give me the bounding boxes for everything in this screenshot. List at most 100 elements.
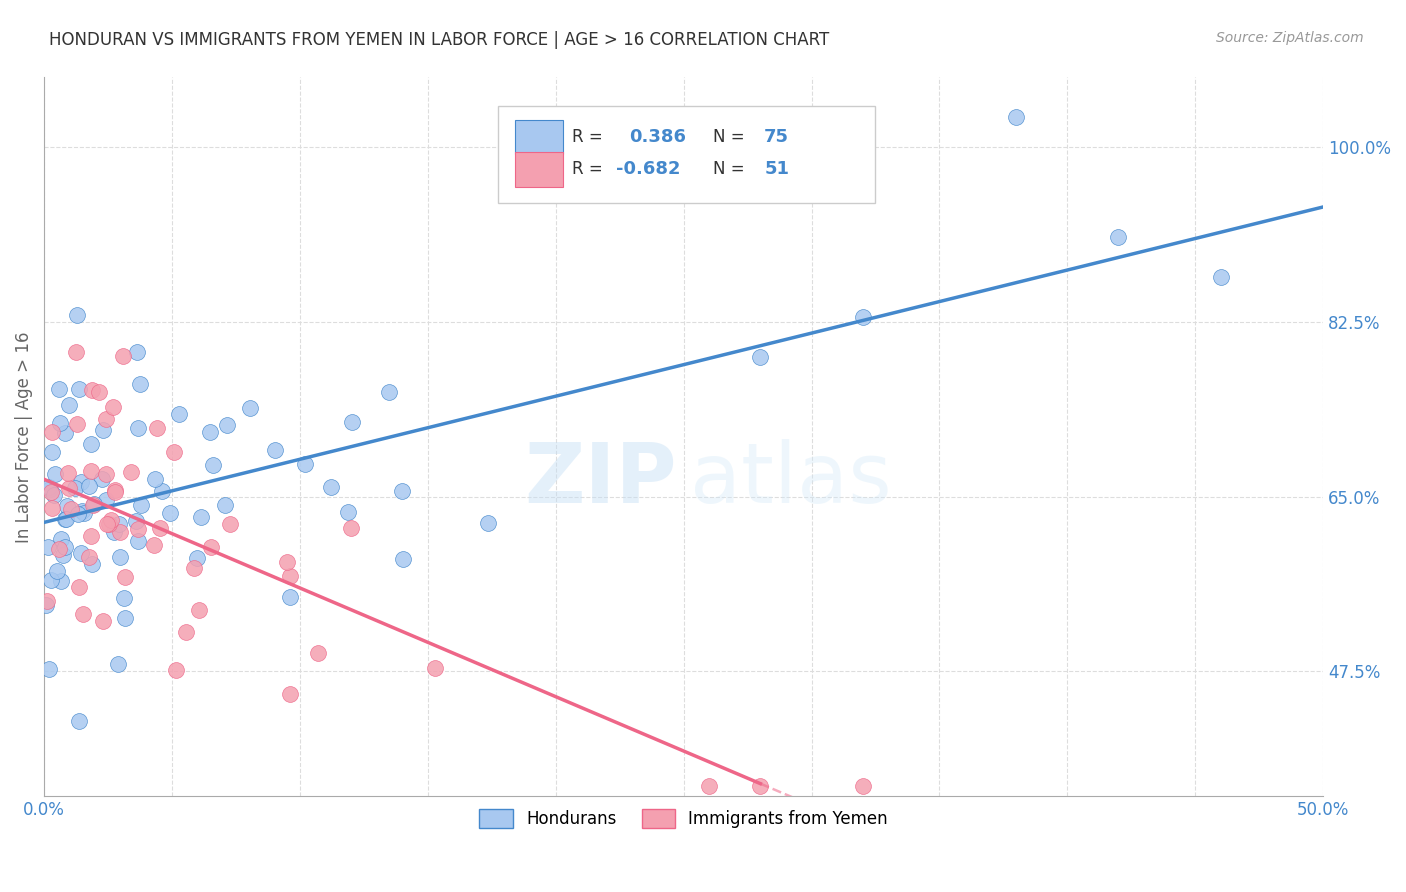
Point (294, 457, 316, 471)
Point (77, 550, 100, 565)
Point (48, 416, 70, 430)
Point (278, 568, 301, 582)
Point (39, 482, 62, 496)
Point (39, 573, 62, 587)
Point (391, 483, 413, 498)
Point (53, 512, 76, 526)
Point (163, 445, 186, 459)
Point (82, 498, 104, 512)
Point (183, 561, 205, 575)
Point (48, 383, 70, 397)
Point (101, 400, 124, 414)
Point (142, 537, 165, 551)
Point (38, 662, 60, 676)
Point (96, 517, 118, 532)
Point (35, 598, 58, 612)
Point (143, 472, 166, 486)
Point (72, 503, 94, 517)
Point (215, 417, 238, 432)
Point (87, 384, 110, 399)
Point (159, 506, 181, 520)
Text: 0.386: 0.386 (628, 128, 686, 146)
Point (67, 382, 90, 396)
Point (321, 480, 343, 494)
Point (48, 541, 70, 556)
Point (83, 497, 105, 511)
Point (340, 520, 363, 534)
Point (198, 425, 221, 439)
Point (80, 383, 103, 397)
Point (167, 407, 190, 421)
Point (239, 401, 262, 416)
Point (77, 479, 100, 493)
Point (127, 421, 149, 435)
Point (63, 482, 86, 496)
Text: 51: 51 (765, 161, 789, 178)
FancyBboxPatch shape (515, 120, 564, 154)
Point (128, 377, 150, 392)
Point (278, 590, 301, 604)
Point (53, 426, 76, 441)
Point (125, 514, 148, 528)
Point (378, 385, 401, 400)
Point (477, 516, 499, 531)
Point (82, 557, 104, 571)
Point (73, 506, 96, 520)
Point (697, 779, 720, 793)
Point (110, 549, 132, 564)
Text: 75: 75 (765, 128, 789, 146)
Text: ZIP: ZIP (524, 440, 678, 520)
Point (39, 485, 62, 500)
Point (112, 349, 135, 363)
Point (80, 529, 103, 543)
Point (97, 517, 120, 532)
Point (276, 555, 298, 569)
Point (129, 498, 152, 512)
Text: R =: R = (572, 128, 613, 146)
Point (186, 551, 208, 566)
Text: -0.682: -0.682 (616, 161, 681, 178)
Point (104, 484, 127, 499)
Point (80, 437, 103, 451)
Text: atlas: atlas (690, 440, 891, 520)
Point (67, 580, 90, 594)
Point (165, 663, 187, 677)
Point (51, 574, 73, 588)
Text: HONDURAN VS IMMIGRANTS FROM YEMEN IN LABOR FORCE | AGE > 16 CORRELATION CHART: HONDURAN VS IMMIGRANTS FROM YEMEN IN LAB… (49, 31, 830, 49)
Point (65, 308, 87, 322)
Point (278, 687, 301, 701)
Point (70, 546, 93, 560)
Point (100, 513, 122, 527)
Point (53, 540, 76, 554)
Text: R =: R = (572, 161, 609, 178)
Point (58, 398, 80, 412)
Point (55, 512, 77, 526)
Point (108, 524, 131, 539)
Point (46, 564, 69, 578)
Point (70, 475, 93, 490)
Point (188, 603, 211, 617)
Point (114, 610, 136, 624)
Point (107, 657, 129, 672)
Text: N =: N = (713, 161, 749, 178)
Point (108, 517, 131, 532)
Point (219, 517, 242, 532)
Point (42, 488, 65, 502)
Point (150, 484, 173, 499)
Point (41, 500, 63, 515)
Point (56, 466, 79, 480)
Point (56, 499, 79, 513)
FancyBboxPatch shape (515, 153, 564, 186)
Legend: Hondurans, Immigrants from Yemen: Hondurans, Immigrants from Yemen (472, 802, 894, 835)
Point (51, 532, 73, 546)
Point (104, 483, 127, 497)
Point (52, 548, 75, 562)
Point (146, 421, 169, 435)
Point (263, 443, 285, 458)
Point (423, 661, 446, 675)
Point (69, 714, 91, 728)
Point (72, 607, 94, 621)
Point (391, 552, 413, 566)
Point (190, 510, 212, 524)
Point (200, 540, 222, 554)
